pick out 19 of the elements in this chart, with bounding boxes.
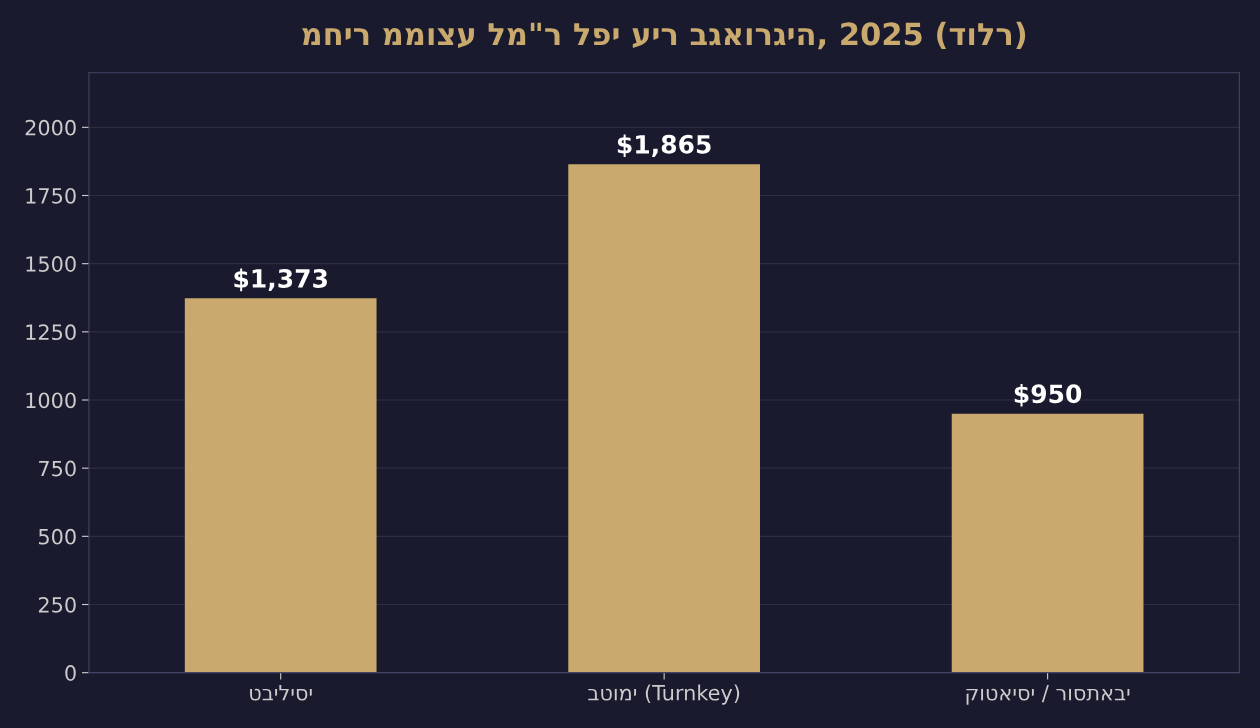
data-label: $950 xyxy=(1014,383,1082,407)
x-tick-label: טביליסי xyxy=(250,685,312,701)
bar xyxy=(184,298,377,673)
bar xyxy=(568,164,761,673)
y-tick-label: 1000 xyxy=(26,392,76,409)
y-tick-label: 1250 xyxy=(26,324,76,341)
y-tick-label: 1500 xyxy=(26,256,76,272)
chart-title: מחיר ממוצע למ"ר לפי עיר בגאורגיה, 2025 (דולר) xyxy=(301,21,1026,50)
y-tick-label: 1750 xyxy=(26,187,76,204)
y-tick-label: 2000 xyxy=(25,119,76,136)
bar xyxy=(951,413,1144,673)
x-tick-label: בטומי (Turnkey) xyxy=(588,684,740,705)
y-tick-label: 500 xyxy=(38,528,76,545)
y-tick-label: 250 xyxy=(38,596,76,613)
data-label: $1,865 xyxy=(617,134,711,158)
data-label: $1,373 xyxy=(234,268,327,292)
y-tick-label: 0 xyxy=(65,665,76,681)
x-tick-label: קוטאיסי / רוסתאבי xyxy=(966,685,1130,705)
y-tick-label: 750 xyxy=(39,460,76,477)
